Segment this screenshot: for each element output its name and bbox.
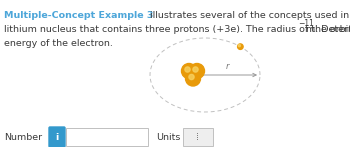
Ellipse shape — [185, 67, 190, 72]
Text: Units: Units — [156, 132, 180, 142]
Ellipse shape — [189, 64, 204, 78]
FancyBboxPatch shape — [49, 127, 65, 147]
Text: −11: −11 — [299, 19, 314, 27]
Text: ⁞: ⁞ — [196, 132, 199, 142]
Text: lithium nucleus that contains three protons (+3e). The radius of the orbit is 1.: lithium nucleus that contains three prot… — [4, 25, 350, 34]
Text: Multiple-Concept Example 3: Multiple-Concept Example 3 — [4, 11, 153, 20]
Text: Number: Number — [4, 132, 42, 142]
FancyBboxPatch shape — [65, 128, 147, 146]
Text: illustrates several of the concepts used in this problem. A single electron orbi: illustrates several of the concepts used… — [147, 11, 350, 20]
Ellipse shape — [193, 67, 198, 72]
FancyBboxPatch shape — [183, 128, 213, 146]
Text: r: r — [226, 62, 229, 71]
Ellipse shape — [238, 44, 243, 49]
Ellipse shape — [238, 45, 240, 47]
Text: energy of the electron.: energy of the electron. — [4, 39, 113, 48]
Ellipse shape — [182, 64, 196, 78]
Ellipse shape — [186, 71, 201, 86]
Text: i: i — [55, 132, 58, 142]
Text: m. Determine the kinetic: m. Determine the kinetic — [303, 25, 350, 34]
Ellipse shape — [189, 74, 194, 80]
